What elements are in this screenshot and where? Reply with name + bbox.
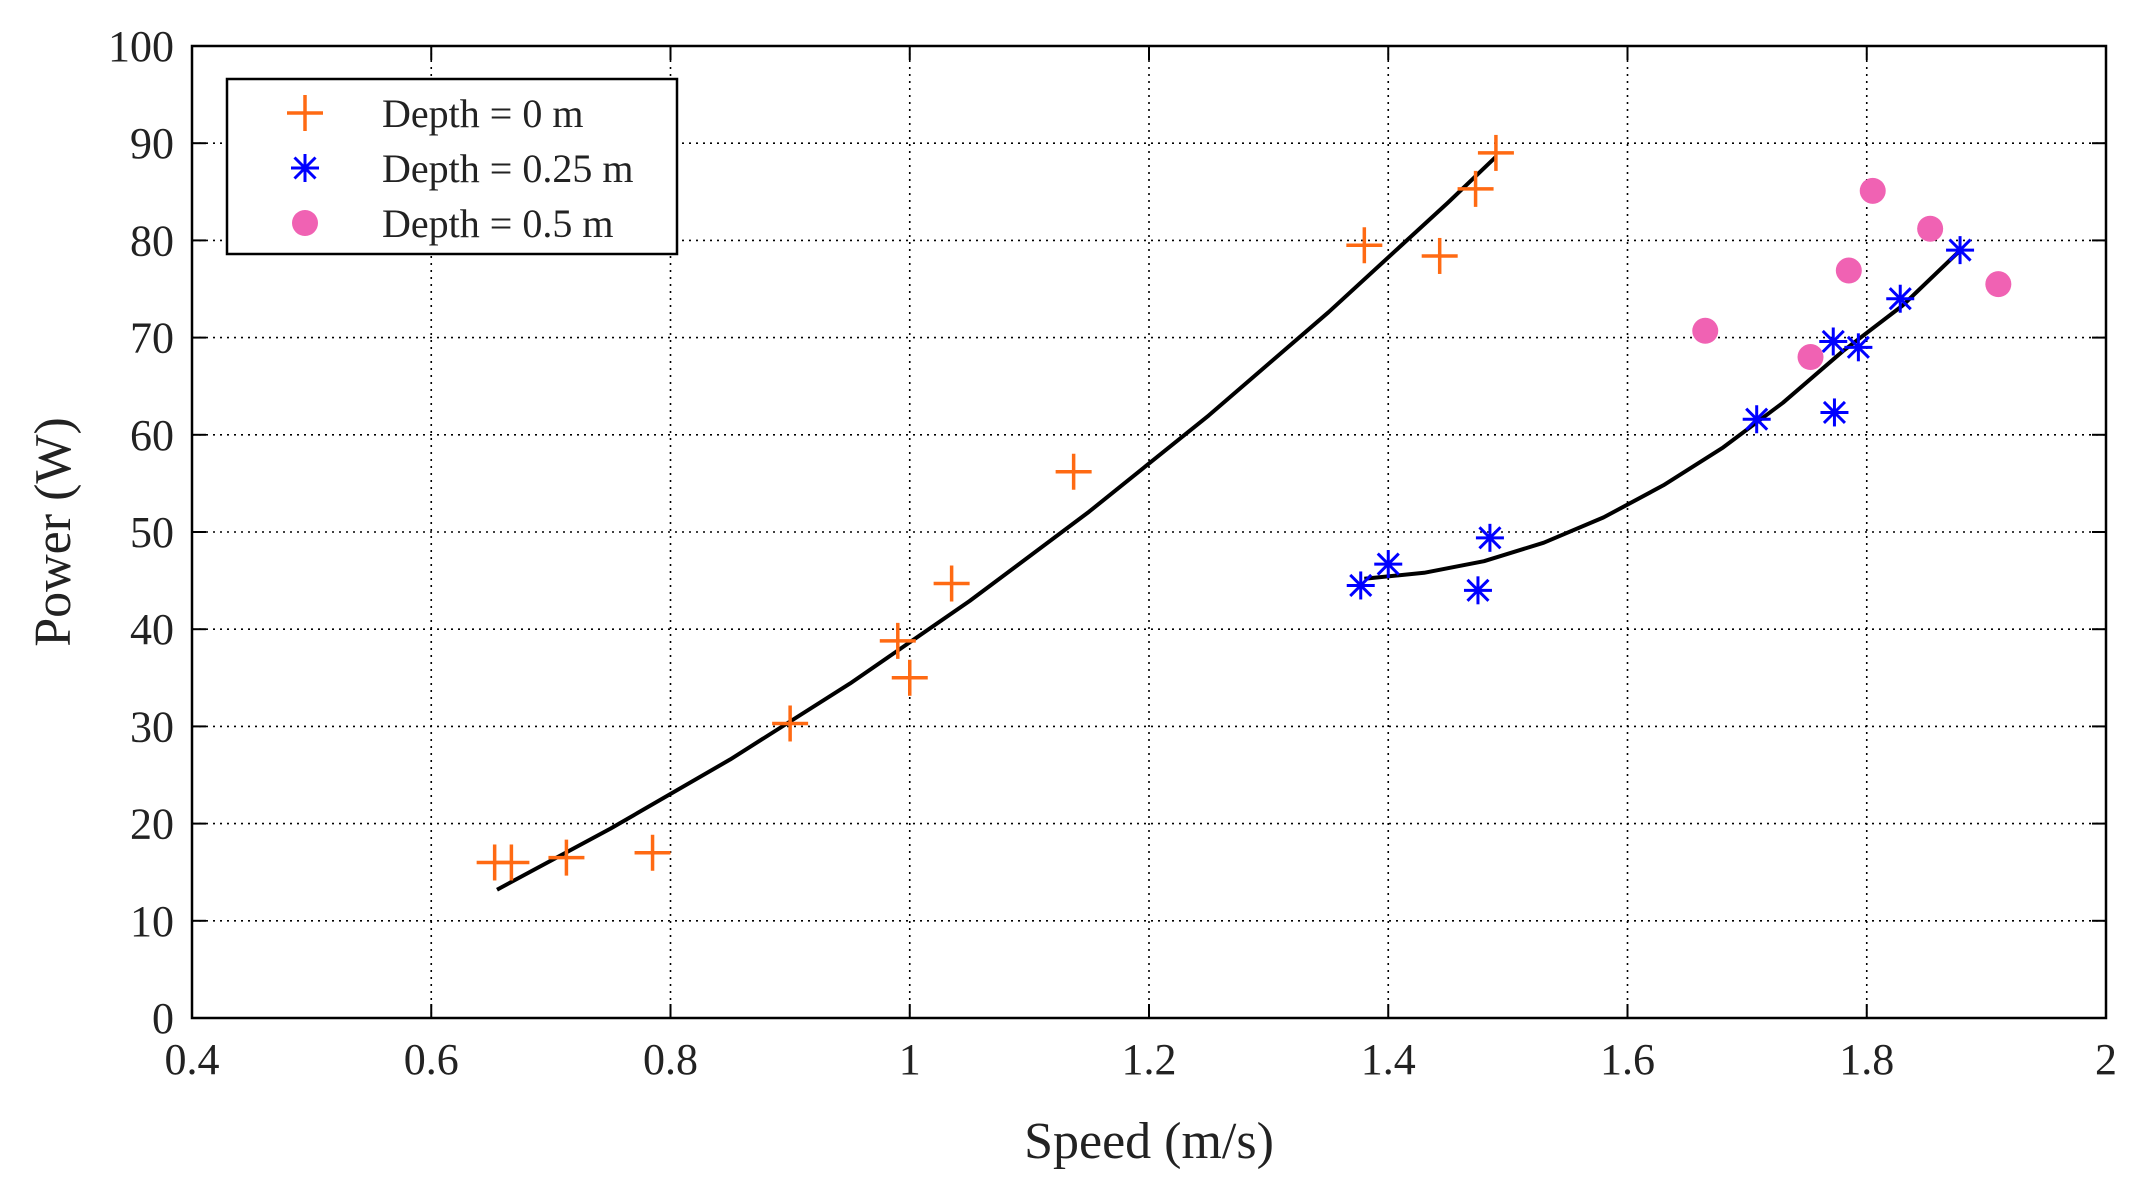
asterisk-stroke <box>1349 573 1373 598</box>
asterisk-stroke <box>1478 526 1502 550</box>
data-point <box>1917 215 1944 242</box>
y-tick-label: 40 <box>130 605 174 654</box>
data-point <box>1346 227 1383 264</box>
data-point <box>1844 333 1873 362</box>
data-point <box>1475 523 1504 552</box>
x-tick-label: 1.4 <box>1361 1035 1416 1084</box>
legend: Depth = 0 m Depth = 0.25 m Depth = 0.5 m <box>225 77 679 256</box>
data-point <box>1055 453 1092 490</box>
data-point <box>548 839 585 876</box>
y-tick-label: 0 <box>152 994 174 1043</box>
circle-dot <box>292 210 318 236</box>
x-tick-label: 1.2 <box>1122 1035 1177 1084</box>
legend-marker <box>291 154 319 182</box>
data-markers <box>476 134 2012 881</box>
data-point <box>1819 327 1848 356</box>
circle-dot <box>1859 177 1886 204</box>
circle-dot <box>1917 215 1944 242</box>
data-point <box>891 659 928 696</box>
fit-curve <box>1364 246 1964 581</box>
data-point <box>1692 317 1719 344</box>
asterisk-stroke <box>1466 578 1490 602</box>
data-point <box>1985 271 2012 298</box>
data-point <box>1346 571 1375 600</box>
y-tick-label: 80 <box>130 216 174 265</box>
circle-dot <box>1692 317 1719 344</box>
legend-label: Depth = 0 m <box>382 91 583 136</box>
circle-dot <box>1797 344 1824 371</box>
asterisk-stroke <box>1846 335 1870 359</box>
x-tick-label: 1.8 <box>1839 1035 1894 1084</box>
y-tick-label: 90 <box>130 119 174 168</box>
y-tick-label: 100 <box>108 22 174 71</box>
y-tick-label: 50 <box>130 508 174 557</box>
legend-marker <box>292 210 318 236</box>
legend-label: Depth = 0.5 m <box>382 201 613 246</box>
circle-dot <box>1835 257 1862 284</box>
data-point <box>879 622 916 659</box>
y-tick-label: 70 <box>130 314 174 363</box>
data-point <box>1835 257 1862 284</box>
circle-dot <box>1985 271 2012 298</box>
x-tick-label: 0.6 <box>404 1035 459 1084</box>
x-tick-label: 1 <box>899 1035 921 1084</box>
y-tick-label: 60 <box>130 411 174 460</box>
x-tick-label: 0.4 <box>165 1035 220 1084</box>
data-point <box>1421 237 1458 274</box>
axis-ticks <box>191 45 2107 1019</box>
asterisk-stroke <box>1822 400 1847 425</box>
x-axis-title: Speed (m/s) <box>1024 1113 1274 1170</box>
y-tick-label: 20 <box>130 800 174 849</box>
data-point <box>1463 576 1492 605</box>
fit-curve <box>496 155 1498 892</box>
data-point <box>772 705 809 742</box>
data-point <box>1477 134 1514 171</box>
y-tick-label: 10 <box>130 897 174 946</box>
asterisk-stroke <box>293 156 317 180</box>
asterisk-stroke <box>1376 552 1400 576</box>
tick-labels: 0.4 0.6 0.8 1 1.2 1.4 1.6 1.8 201020304050607080… <box>108 22 2117 1084</box>
x-tick-label: 0.8 <box>643 1035 698 1084</box>
data-point <box>933 565 970 602</box>
asterisk-stroke <box>1888 287 1912 311</box>
y-axis-title: Power (W) <box>25 417 82 647</box>
x-tick-label: 1.6 <box>1600 1035 1655 1084</box>
data-point <box>1457 170 1494 207</box>
data-point <box>1797 344 1824 371</box>
data-point <box>634 834 671 871</box>
data-point <box>1859 177 1886 204</box>
legend-marker <box>287 95 323 131</box>
fit-curves <box>496 155 1964 892</box>
x-tick-label: 2 <box>2095 1035 2117 1084</box>
data-point <box>1820 398 1849 427</box>
asterisk-stroke <box>1821 329 1845 354</box>
data-point <box>1886 284 1915 313</box>
asterisk-stroke <box>1948 238 1972 262</box>
data-point <box>1374 550 1403 579</box>
data-point <box>493 844 530 881</box>
asterisk-stroke <box>1745 407 1769 431</box>
data-point <box>1742 405 1771 434</box>
data-point <box>1946 236 1975 265</box>
y-tick-label: 30 <box>130 702 174 751</box>
legend-label: Depth = 0.25 m <box>382 146 633 191</box>
